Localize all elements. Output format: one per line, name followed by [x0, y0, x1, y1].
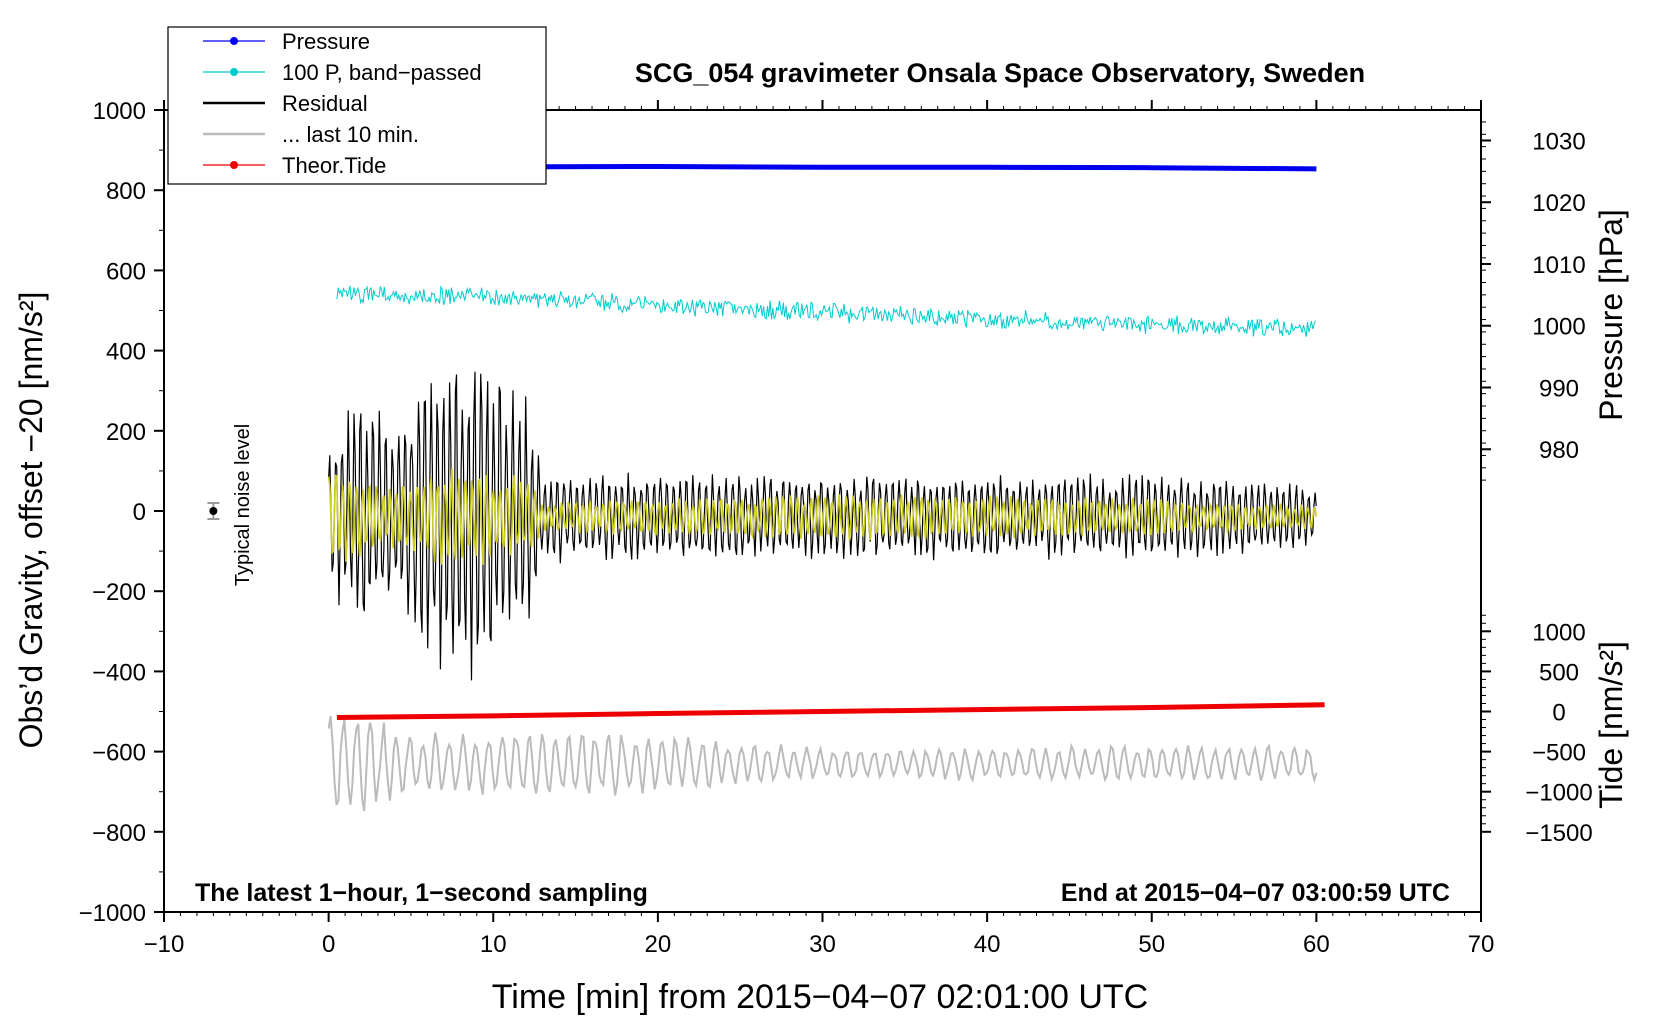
x-tick-label: 20 — [645, 931, 672, 958]
y-tick-label: −400 — [92, 659, 146, 686]
legend-label-1: 100 P, band−passed — [282, 60, 482, 85]
y-tick-label: 0 — [133, 499, 146, 526]
series-bandpassed-pressure — [336, 285, 1316, 337]
legend: Pressure 100 P, band−passed Residual ... la… — [167, 26, 547, 185]
y-tick-label: −600 — [92, 740, 146, 767]
x-tick-label: −10 — [144, 931, 185, 958]
x-tick-label: 30 — [809, 931, 836, 958]
y-tick-label: 800 — [106, 178, 146, 205]
y-tick-label: 600 — [106, 258, 146, 285]
x-axis: −10 0 10 20 30 40 50 60 70 — [144, 100, 1495, 958]
legend-box — [167, 26, 547, 185]
legend-label-4: Theor.Tide — [282, 153, 386, 178]
x-tick-label: 70 — [1468, 931, 1495, 958]
x-tick-label: 10 — [480, 931, 507, 958]
noise-level-indicator — [207, 501, 220, 521]
pressure-tick-label: 1000 — [1532, 314, 1585, 341]
y-axis-label-left: Obs’d Gravity, offset −20 [nm/s²] — [13, 292, 49, 749]
y-axis-tide: −1500 −1000 −500 0 500 1000 — [1481, 614, 1593, 847]
y-tick-label: 200 — [106, 419, 146, 446]
pressure-tick-label: 980 — [1539, 437, 1579, 464]
sampling-annotation: The latest 1−hour, 1−second sampling — [195, 879, 648, 907]
series-layer — [327, 163, 1325, 812]
tide-tick-label: 1000 — [1532, 619, 1585, 646]
legend-label-3: ... last 10 min. — [282, 122, 419, 147]
series-residual-filtered- — [327, 468, 1317, 565]
legend-label-2: Residual — [282, 91, 368, 116]
x-tick-label: 60 — [1303, 931, 1330, 958]
pressure-tick-label: 1020 — [1532, 190, 1585, 217]
y-axis-pressure: 980 990 1000 1010 1020 1030 — [1481, 121, 1586, 481]
tide-tick-label: 500 — [1539, 659, 1579, 686]
legend-marker-0 — [230, 37, 238, 45]
series--last-10-min- — [327, 715, 1318, 812]
chart-title: SCG_054 gravimeter Onsala Space Observat… — [635, 58, 1365, 88]
end-time-annotation: End at 2015−04−07 03:00:59 UTC — [1061, 879, 1450, 907]
series-residual — [328, 371, 1317, 681]
x-tick-label: 40 — [974, 931, 1001, 958]
y-axis-left: −1000 −800 −600 −400 −200 0 200 400 600 800 1000 — [79, 98, 164, 927]
tide-tick-label: 0 — [1552, 700, 1565, 727]
x-tick-label: 0 — [322, 931, 335, 958]
tide-tick-label: −1500 — [1525, 820, 1592, 847]
x-tick-label: 50 — [1138, 931, 1165, 958]
tide-tick-label: −500 — [1532, 740, 1586, 767]
y-axis-label-pressure: Pressure [hPa] — [1593, 209, 1629, 421]
pressure-tick-label: 1010 — [1532, 252, 1585, 279]
y-tick-label: −800 — [92, 820, 146, 847]
legend-label-0: Pressure — [282, 29, 370, 54]
y-tick-label: −1000 — [79, 900, 146, 927]
noise-point — [209, 507, 218, 515]
legend-marker-1 — [230, 68, 238, 76]
y-axis-label-tide: Tide [nm/s²] — [1593, 641, 1629, 809]
y-tick-label: 400 — [106, 339, 146, 366]
legend-marker-4 — [230, 161, 238, 169]
y-tick-label: 1000 — [93, 98, 146, 125]
y-tick-label: −200 — [92, 579, 146, 606]
x-axis-label: Time [min] from 2015−04−07 02:01:00 UTC — [492, 978, 1148, 1016]
pressure-tick-label: 990 — [1539, 375, 1579, 402]
series-theor-tide — [336, 702, 1325, 720]
noise-level-label: Typical noise level — [232, 424, 254, 586]
pressure-tick-label: 1030 — [1532, 128, 1585, 155]
tide-tick-label: −1000 — [1525, 780, 1592, 807]
